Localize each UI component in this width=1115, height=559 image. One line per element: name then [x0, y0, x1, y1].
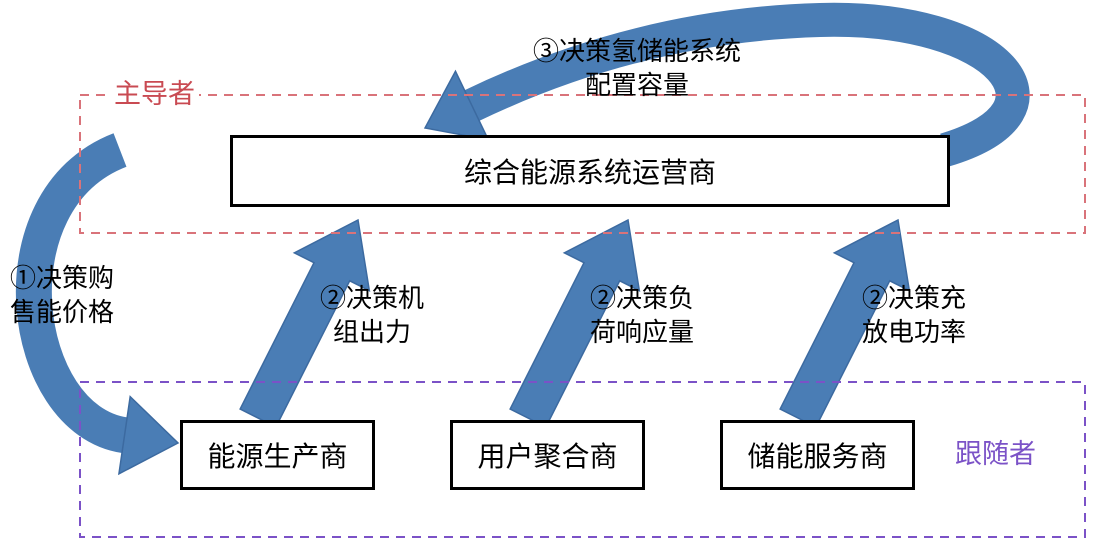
- edge-label-l2a: ②决策机 组出力: [320, 282, 424, 350]
- node-operator: 综合能源系统运营商: [230, 135, 950, 207]
- node-aggregator-label: 用户聚合商: [477, 435, 617, 475]
- edge-label-l2b: ②决策负 荷响应量: [590, 282, 694, 350]
- node-storage: 储能服务商: [720, 420, 915, 490]
- edge-label-l2c: ②决策充 放电功率: [862, 282, 966, 350]
- node-storage-label: 储能服务商: [747, 435, 887, 475]
- follower-label: 跟随者: [955, 437, 1036, 472]
- edge-label-l3: ③决策氢储能系统 配置容量: [533, 35, 741, 103]
- node-producer-label: 能源生产商: [207, 435, 347, 475]
- edge-label-l1: ①决策购 售能价格: [10, 262, 114, 330]
- node-producer: 能源生产商: [180, 420, 375, 490]
- node-operator-label: 综合能源系统运营商: [464, 151, 716, 191]
- leader-label: 主导者: [110, 77, 199, 112]
- node-aggregator: 用户聚合商: [450, 420, 645, 490]
